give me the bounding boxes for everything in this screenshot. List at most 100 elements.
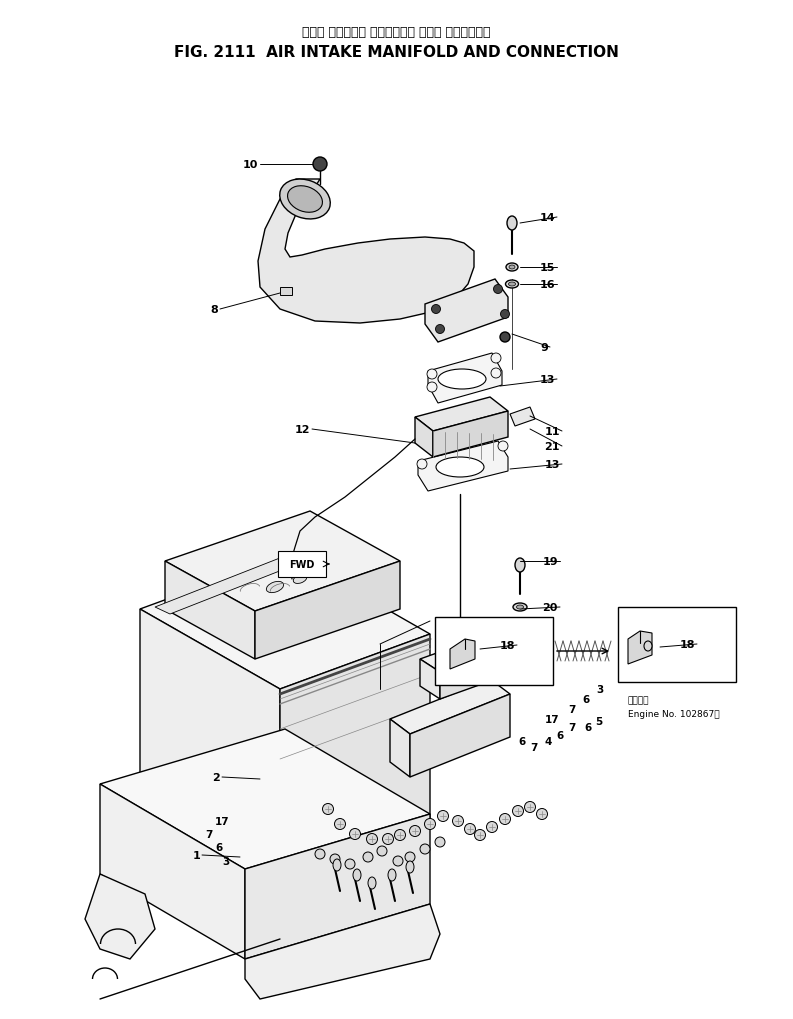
Ellipse shape — [293, 575, 307, 584]
Text: 4: 4 — [545, 737, 553, 746]
Ellipse shape — [524, 802, 535, 813]
Polygon shape — [628, 632, 652, 664]
Polygon shape — [418, 441, 508, 491]
Ellipse shape — [280, 180, 330, 220]
Polygon shape — [450, 639, 475, 669]
Bar — [435, 618, 553, 686]
Text: 21: 21 — [545, 441, 560, 451]
Polygon shape — [433, 412, 508, 458]
Text: 13: 13 — [539, 375, 555, 384]
Bar — [278, 551, 326, 578]
Polygon shape — [420, 635, 510, 673]
Text: 1: 1 — [192, 850, 200, 860]
Polygon shape — [245, 814, 430, 959]
Polygon shape — [165, 561, 255, 659]
Text: 6: 6 — [582, 694, 589, 704]
Ellipse shape — [512, 806, 523, 816]
Ellipse shape — [427, 370, 437, 380]
Polygon shape — [255, 561, 400, 659]
Ellipse shape — [424, 818, 435, 829]
Polygon shape — [165, 512, 400, 611]
Text: エアー インテーク マニホールド および コネクション: エアー インテーク マニホールド および コネクション — [302, 25, 490, 39]
Ellipse shape — [516, 605, 523, 609]
Ellipse shape — [515, 558, 525, 573]
Ellipse shape — [266, 582, 284, 593]
Ellipse shape — [394, 829, 405, 841]
Ellipse shape — [323, 804, 334, 815]
Text: 3: 3 — [222, 856, 229, 866]
Ellipse shape — [333, 859, 341, 871]
Text: 2: 2 — [213, 772, 220, 783]
Polygon shape — [390, 680, 510, 735]
Ellipse shape — [513, 603, 527, 611]
Text: 16: 16 — [539, 280, 555, 289]
Ellipse shape — [315, 849, 325, 859]
Text: FWD: FWD — [289, 559, 315, 570]
Ellipse shape — [465, 823, 476, 835]
Ellipse shape — [438, 370, 486, 389]
Ellipse shape — [474, 829, 485, 841]
Polygon shape — [258, 179, 474, 324]
Ellipse shape — [438, 811, 449, 821]
Bar — [618, 607, 736, 683]
Ellipse shape — [507, 217, 517, 230]
Ellipse shape — [335, 818, 346, 829]
Ellipse shape — [537, 809, 547, 819]
Ellipse shape — [491, 369, 501, 379]
Polygon shape — [140, 554, 430, 689]
Ellipse shape — [388, 869, 396, 881]
Text: 3: 3 — [596, 685, 603, 694]
Ellipse shape — [436, 458, 484, 478]
Polygon shape — [100, 730, 430, 869]
Polygon shape — [245, 904, 440, 999]
Polygon shape — [155, 554, 305, 614]
Ellipse shape — [491, 354, 501, 364]
Polygon shape — [415, 418, 433, 458]
Text: Engine No. 102867～: Engine No. 102867～ — [628, 709, 719, 718]
Ellipse shape — [330, 854, 340, 864]
Ellipse shape — [366, 834, 377, 845]
Text: 8: 8 — [210, 305, 218, 315]
Polygon shape — [140, 609, 280, 869]
Ellipse shape — [382, 834, 393, 845]
Ellipse shape — [508, 282, 515, 286]
Ellipse shape — [493, 285, 503, 294]
Ellipse shape — [409, 825, 420, 837]
Ellipse shape — [405, 852, 415, 862]
Text: 19: 19 — [542, 556, 558, 567]
Ellipse shape — [500, 310, 509, 319]
Ellipse shape — [431, 306, 440, 314]
Text: FIG. 2111  AIR INTAKE MANIFOLD AND CONNECTION: FIG. 2111 AIR INTAKE MANIFOLD AND CONNEC… — [174, 45, 619, 59]
Text: 18: 18 — [500, 640, 515, 650]
Polygon shape — [425, 280, 508, 342]
Text: 13: 13 — [545, 460, 560, 470]
Text: 11: 11 — [545, 427, 560, 436]
Ellipse shape — [353, 869, 361, 881]
Polygon shape — [428, 354, 502, 404]
Ellipse shape — [498, 441, 508, 451]
Text: 7: 7 — [568, 704, 576, 714]
Text: 14: 14 — [539, 213, 555, 223]
Text: 20: 20 — [542, 602, 558, 612]
Ellipse shape — [505, 280, 519, 288]
Ellipse shape — [427, 382, 437, 392]
Ellipse shape — [288, 186, 323, 213]
Ellipse shape — [500, 814, 511, 824]
Polygon shape — [510, 408, 535, 427]
Ellipse shape — [644, 641, 652, 651]
Ellipse shape — [345, 859, 355, 869]
Text: 10: 10 — [243, 160, 258, 170]
Text: 9: 9 — [540, 342, 548, 353]
Polygon shape — [415, 397, 508, 432]
Text: 7: 7 — [530, 742, 538, 752]
Ellipse shape — [500, 332, 510, 342]
Polygon shape — [390, 719, 410, 777]
Polygon shape — [420, 659, 440, 699]
Text: 適用号機: 適用号機 — [628, 695, 649, 704]
Text: 6: 6 — [584, 722, 592, 733]
Ellipse shape — [368, 877, 376, 890]
Text: 5: 5 — [595, 716, 602, 727]
Text: 17: 17 — [545, 714, 560, 725]
Ellipse shape — [435, 325, 445, 334]
Text: 6: 6 — [215, 842, 222, 852]
